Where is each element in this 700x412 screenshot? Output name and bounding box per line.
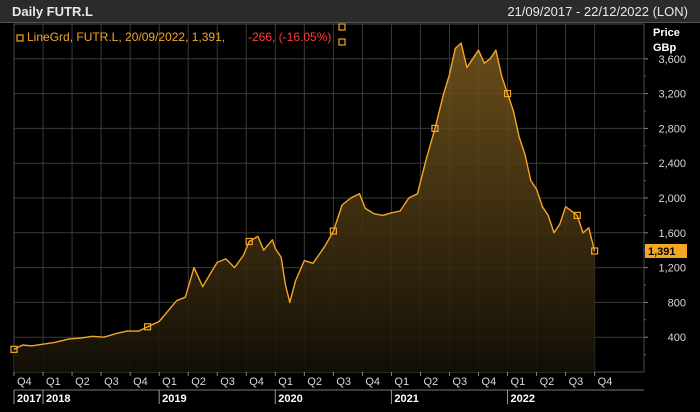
year-label: 2022 [511,393,535,405]
x-quarter-label: Q1 [394,376,409,388]
x-quarter-label: Q2 [307,376,322,388]
x-quarter-label: Q4 [249,376,264,388]
y-tick-label: 2,000 [658,193,686,205]
year-label: 2020 [278,393,302,405]
y-axis: 400 800 1,200 1,600 2,000 2,400 2,800 3,200 3,60… [644,54,686,356]
y-tick-label: 3,200 [658,89,686,101]
price-point-marker [143,323,152,331]
x-quarter-label: Q2 [540,376,555,388]
price-point-marker [329,227,337,235]
price-point-marker [503,89,512,98]
legend-series-label: LineGrd, FUTR.L, 20/09/2022, 1,391, [27,30,225,44]
x-quarter-label: Q1 [278,376,293,388]
x-quarter-label: Q3 [220,376,235,388]
date-range: 21/09/2017 - 22/12/2022 (LON) [507,4,688,19]
y-axis-title-price: Price [653,27,680,39]
legend-change-label: -266, (-16.05%) [248,30,331,44]
x-quarter-label: Q4 [17,376,32,388]
year-label: 2018 [46,393,70,405]
price-area [10,42,599,372]
last-value-label: 1,391 [648,246,676,258]
y-tick-label: 400 [668,332,686,344]
x-quarter-label: Q2 [191,376,206,388]
x-quarter-label: Q1 [162,376,177,388]
price-point-marker [245,237,253,246]
y-tick-label: 800 [668,297,686,309]
x-quarter-label: Q4 [482,376,497,388]
price-point-marker [431,124,439,133]
chart-header: Daily FUTR.L 21/09/2017 - 22/12/2022 (LO… [0,0,700,23]
price-area-fill [14,43,595,372]
x-quarter-label: Q3 [569,376,584,388]
last-value-box [645,243,687,258]
x-quarter-label: Q2 [423,376,438,388]
price-point-marker [10,345,18,353]
chart-title: Daily FUTR.L [12,4,93,19]
year-label: 2019 [162,393,186,405]
x-quarter-label: Q1 [511,376,526,388]
y-tick-label: 2,800 [658,123,686,135]
y-tick-label: 1,600 [658,228,686,240]
x-quarter-label: Q4 [133,376,148,388]
legend-marker-top [338,23,346,31]
year-label: 2017 [17,393,41,405]
price-line [13,42,596,351]
x-quarter-label: Q3 [104,376,119,388]
x-quarter-label: Q1 [46,376,61,388]
legend-marker-bottom [338,38,346,46]
y-axis-title-unit: GBp [653,42,677,54]
y-tick-label: 3,600 [658,54,686,66]
price-point-marker [573,211,581,219]
legend: LineGrd, FUTR.L, 20/09/2022, 1,391, -266… [16,23,346,46]
price-point-marker [591,247,599,255]
x-quarter-label: Q3 [452,376,467,388]
x-quarter-label: Q4 [365,376,380,388]
x-quarter-label: Q2 [75,376,90,388]
x-quarter-label: Q4 [598,376,613,388]
y-tick-label: 1,200 [658,263,686,275]
x-axis: Q4 Q1 Q2 Q3 Q4 Q1 Q2 Q3 Q4 Q1 Q2 Q3 Q4 Q1 Q2 Q3 Q4 Q1 Q2 Q3… [13,372,644,405]
x-quarter-label: Q3 [336,376,351,388]
year-label: 2021 [394,393,418,405]
y-tick-label: 2,400 [658,158,686,170]
legend-marker [16,34,24,42]
